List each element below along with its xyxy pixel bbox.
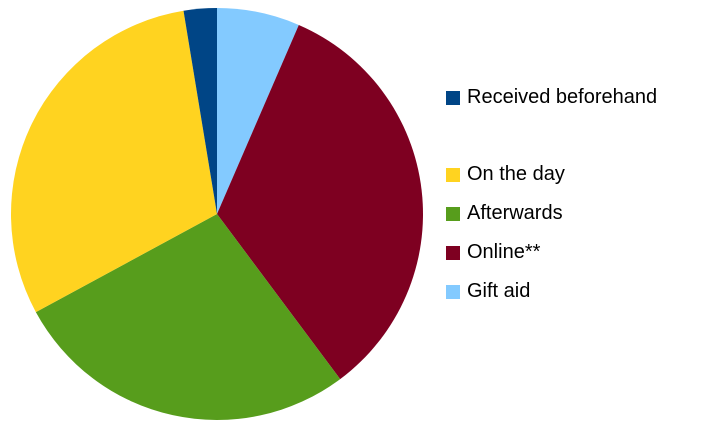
legend-swatch-on-the-day — [446, 167, 460, 182]
legend-item-received-beforehand: Received beforehand — [446, 86, 657, 109]
pie-slice-gift-aid — [217, 8, 299, 214]
legend-label-received-beforehand: Received beforehand — [467, 86, 658, 108]
legend-item-on-the-day: On the day — [446, 163, 565, 186]
legend-swatch-received-beforehand — [446, 90, 460, 105]
legend-swatch-online — [446, 245, 460, 260]
legend-item-afterwards: Afterwards — [446, 202, 563, 225]
pie-slice-online — [217, 24, 423, 380]
legend-swatch-afterwards — [446, 206, 460, 221]
legend-item-gift-aid: Gift aid — [446, 280, 530, 303]
legend-label-online: Online** — [467, 241, 541, 263]
chart-legend: Received beforehand On the day Afterward… — [446, 0, 711, 421]
pie-slice-on-the-day — [10, 10, 217, 313]
pie-slices — [10, 7, 423, 421]
pie-slice-received-beforehand — [183, 7, 217, 214]
pie-slice-afterwards — [35, 214, 341, 421]
legend-label-on-the-day: On the day — [467, 163, 565, 185]
legend-item-online: Online** — [446, 241, 540, 264]
legend-swatch-gift-aid — [446, 284, 460, 299]
legend-label-afterwards: Afterwards — [467, 202, 563, 224]
legend-label-gift-aid: Gift aid — [467, 280, 531, 302]
